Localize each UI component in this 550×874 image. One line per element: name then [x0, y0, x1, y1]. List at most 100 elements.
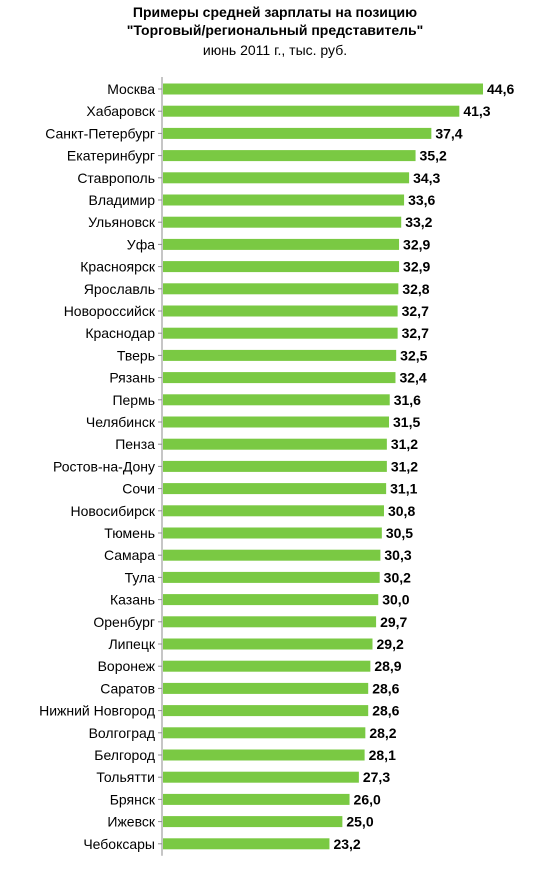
value-label: 32,9 [403, 259, 430, 275]
category-label: Краснодар [85, 325, 155, 341]
value-label: 26,0 [354, 791, 381, 807]
value-label: 30,3 [384, 547, 411, 563]
bar [163, 438, 387, 450]
category-label: Брянск [110, 791, 156, 807]
bar [163, 172, 410, 184]
value-label: 28,2 [369, 725, 396, 741]
bar [163, 749, 365, 761]
category-label: Воронеж [98, 658, 156, 674]
bar [163, 150, 416, 162]
bar [163, 327, 398, 339]
bar [163, 127, 432, 139]
category-label: Ярославль [84, 281, 155, 297]
bar [163, 660, 371, 672]
category-label: Тула [125, 569, 156, 585]
category-label: Волгоград [89, 725, 155, 741]
category-label: Москва [107, 81, 155, 97]
category-label: Екатеринбург [67, 148, 155, 164]
value-label: 44,6 [487, 81, 514, 97]
category-label: Владимир [88, 192, 155, 208]
value-label: 27,3 [363, 769, 390, 785]
category-label: Ижевск [107, 814, 155, 830]
chart-subtitle: июнь 2011 г., тыс. руб. [202, 42, 348, 58]
category-label: Пенза [115, 436, 155, 452]
bar [163, 349, 397, 361]
bar [163, 571, 380, 583]
value-label: 28,6 [372, 680, 399, 696]
category-label: Красноярск [80, 259, 156, 275]
value-label: 31,6 [394, 392, 421, 408]
bar [163, 194, 405, 206]
category-label: Нижний Новгород [39, 703, 155, 719]
bar [163, 460, 387, 472]
value-label: 30,8 [388, 503, 415, 519]
category-label: Тольятти [96, 769, 155, 785]
bar [163, 816, 343, 828]
value-label: 30,2 [384, 569, 411, 585]
bar [163, 105, 460, 117]
bar [163, 505, 384, 517]
value-label: 34,3 [413, 170, 440, 186]
category-label: Хабаровск [86, 103, 155, 119]
category-label: Сочи [122, 481, 155, 497]
bar [163, 594, 379, 606]
bar [163, 793, 350, 805]
bar [163, 682, 369, 694]
bar [163, 727, 366, 739]
value-label: 28,6 [372, 703, 399, 719]
chart-title-line2: "Торговый/региональный представитель" [126, 22, 424, 38]
category-label: Казань [110, 592, 155, 608]
category-label: Челябинск [86, 414, 156, 430]
bar [163, 283, 399, 295]
value-label: 28,9 [374, 658, 401, 674]
bar [163, 394, 390, 406]
bar [163, 372, 396, 384]
bar [163, 638, 373, 650]
category-label: Новосибирск [70, 503, 155, 519]
bar [163, 216, 402, 228]
category-label: Ростов-на-Дону [53, 458, 155, 474]
value-label: 23,2 [333, 836, 360, 852]
value-label: 35,2 [420, 148, 447, 164]
value-label: 32,5 [400, 347, 427, 363]
chart-title-line1: Примеры средней зарплаты на позицию [132, 4, 418, 20]
value-label: 32,4 [399, 370, 426, 386]
category-label: Самара [104, 547, 155, 563]
value-label: 41,3 [463, 103, 490, 119]
value-label: 31,2 [391, 436, 418, 452]
value-label: 30,0 [382, 592, 409, 608]
category-label: Уфа [127, 236, 155, 252]
category-label: Тверь [117, 347, 155, 363]
value-label: 28,1 [369, 747, 396, 763]
value-label: 32,7 [402, 325, 429, 341]
bar [163, 705, 369, 717]
value-label: 37,4 [435, 125, 462, 141]
value-label: 25,0 [346, 814, 373, 830]
category-label: Липецк [108, 636, 155, 652]
value-label: 32,9 [403, 236, 430, 252]
value-label: 29,7 [380, 614, 407, 630]
bar [163, 838, 330, 850]
bar [163, 416, 390, 428]
category-label: Тюмень [104, 525, 155, 541]
category-label: Санкт-Петербург [45, 125, 155, 141]
value-label: 31,1 [390, 481, 417, 497]
category-label: Саратов [100, 680, 155, 696]
bar [163, 305, 398, 317]
bar [163, 771, 359, 783]
category-label: Белгород [94, 747, 155, 763]
value-label: 32,7 [402, 303, 429, 319]
value-label: 31,5 [393, 414, 420, 430]
category-label: Ульяновск [88, 214, 156, 230]
category-label: Ставрополь [77, 170, 155, 186]
bar [163, 83, 483, 95]
value-label: 32,8 [402, 281, 429, 297]
value-label: 33,6 [408, 192, 435, 208]
bar [163, 238, 400, 250]
category-label: Оренбург [93, 614, 155, 630]
bar [163, 527, 382, 539]
bar [163, 483, 387, 495]
category-label: Чебоксары [83, 836, 155, 852]
value-label: 29,2 [377, 636, 404, 652]
